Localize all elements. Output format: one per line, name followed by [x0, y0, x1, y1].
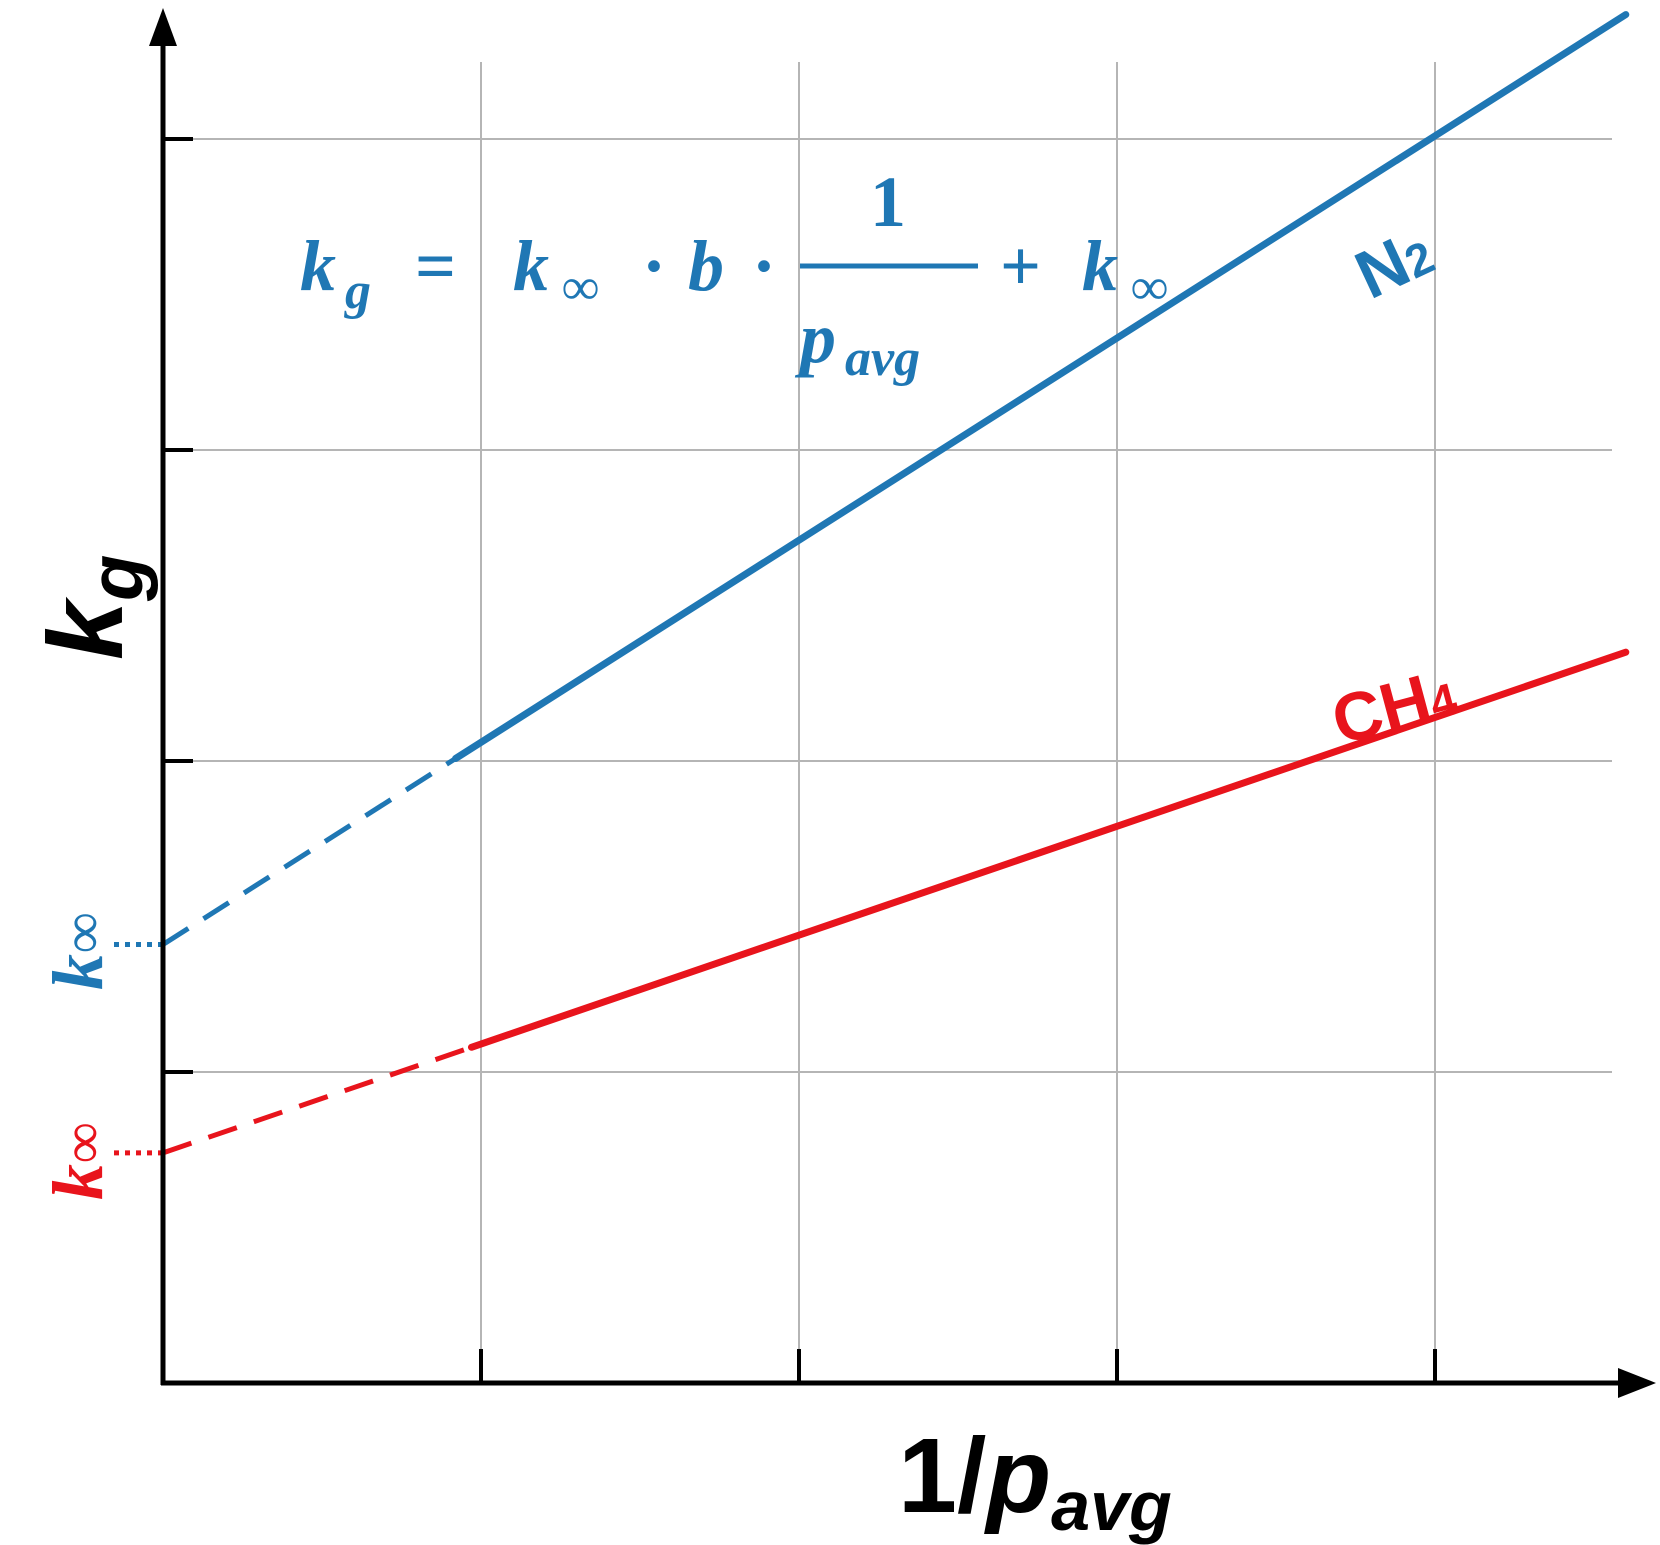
axes: [149, 8, 1656, 1398]
series-ch4-extrapolation: [162, 1044, 473, 1156]
series-n2-line: [452, 11, 1630, 763]
intercept-label-ch4: k∞: [38, 1123, 118, 1200]
x-axis-arrow: [1618, 1368, 1656, 1398]
equation: k g = k ∞ · b · + k ∞: [300, 226, 1168, 324]
eq-numerator: 1: [870, 162, 906, 242]
eq-lhs-var: k: [300, 226, 336, 306]
series-n2-extrapolation: [161, 756, 457, 947]
eq-dot1: ·: [642, 226, 666, 306]
eq-k1: k: [513, 226, 549, 306]
series-lines: [114, 11, 1630, 1156]
eq-k2: k: [1082, 226, 1118, 306]
series-label-n2: N2: [1344, 213, 1444, 313]
eq-den-var: p: [794, 298, 836, 378]
eq-b: b: [688, 226, 724, 306]
eq-equals: =: [415, 226, 456, 306]
eq-den-sub: avg: [845, 330, 920, 387]
series-label-ch4: CH4: [1324, 654, 1464, 760]
y-axis-label: kg: [27, 555, 159, 660]
x-axis-label: 1/pavg: [898, 1417, 1172, 1545]
eq-denominator: p avg: [794, 298, 920, 387]
axis-ticks: [163, 137, 1437, 1383]
eq-plus: +: [1000, 226, 1041, 306]
y-axis-arrow: [149, 8, 177, 46]
eq-dot2: ·: [752, 226, 776, 306]
eq-lhs-sub: g: [344, 263, 371, 320]
eq-inf1: ∞: [562, 259, 599, 316]
eq-inf2: ∞: [1131, 259, 1168, 316]
intercept-label-n2: k∞: [38, 913, 118, 990]
series-ch4-line: [467, 648, 1630, 1051]
